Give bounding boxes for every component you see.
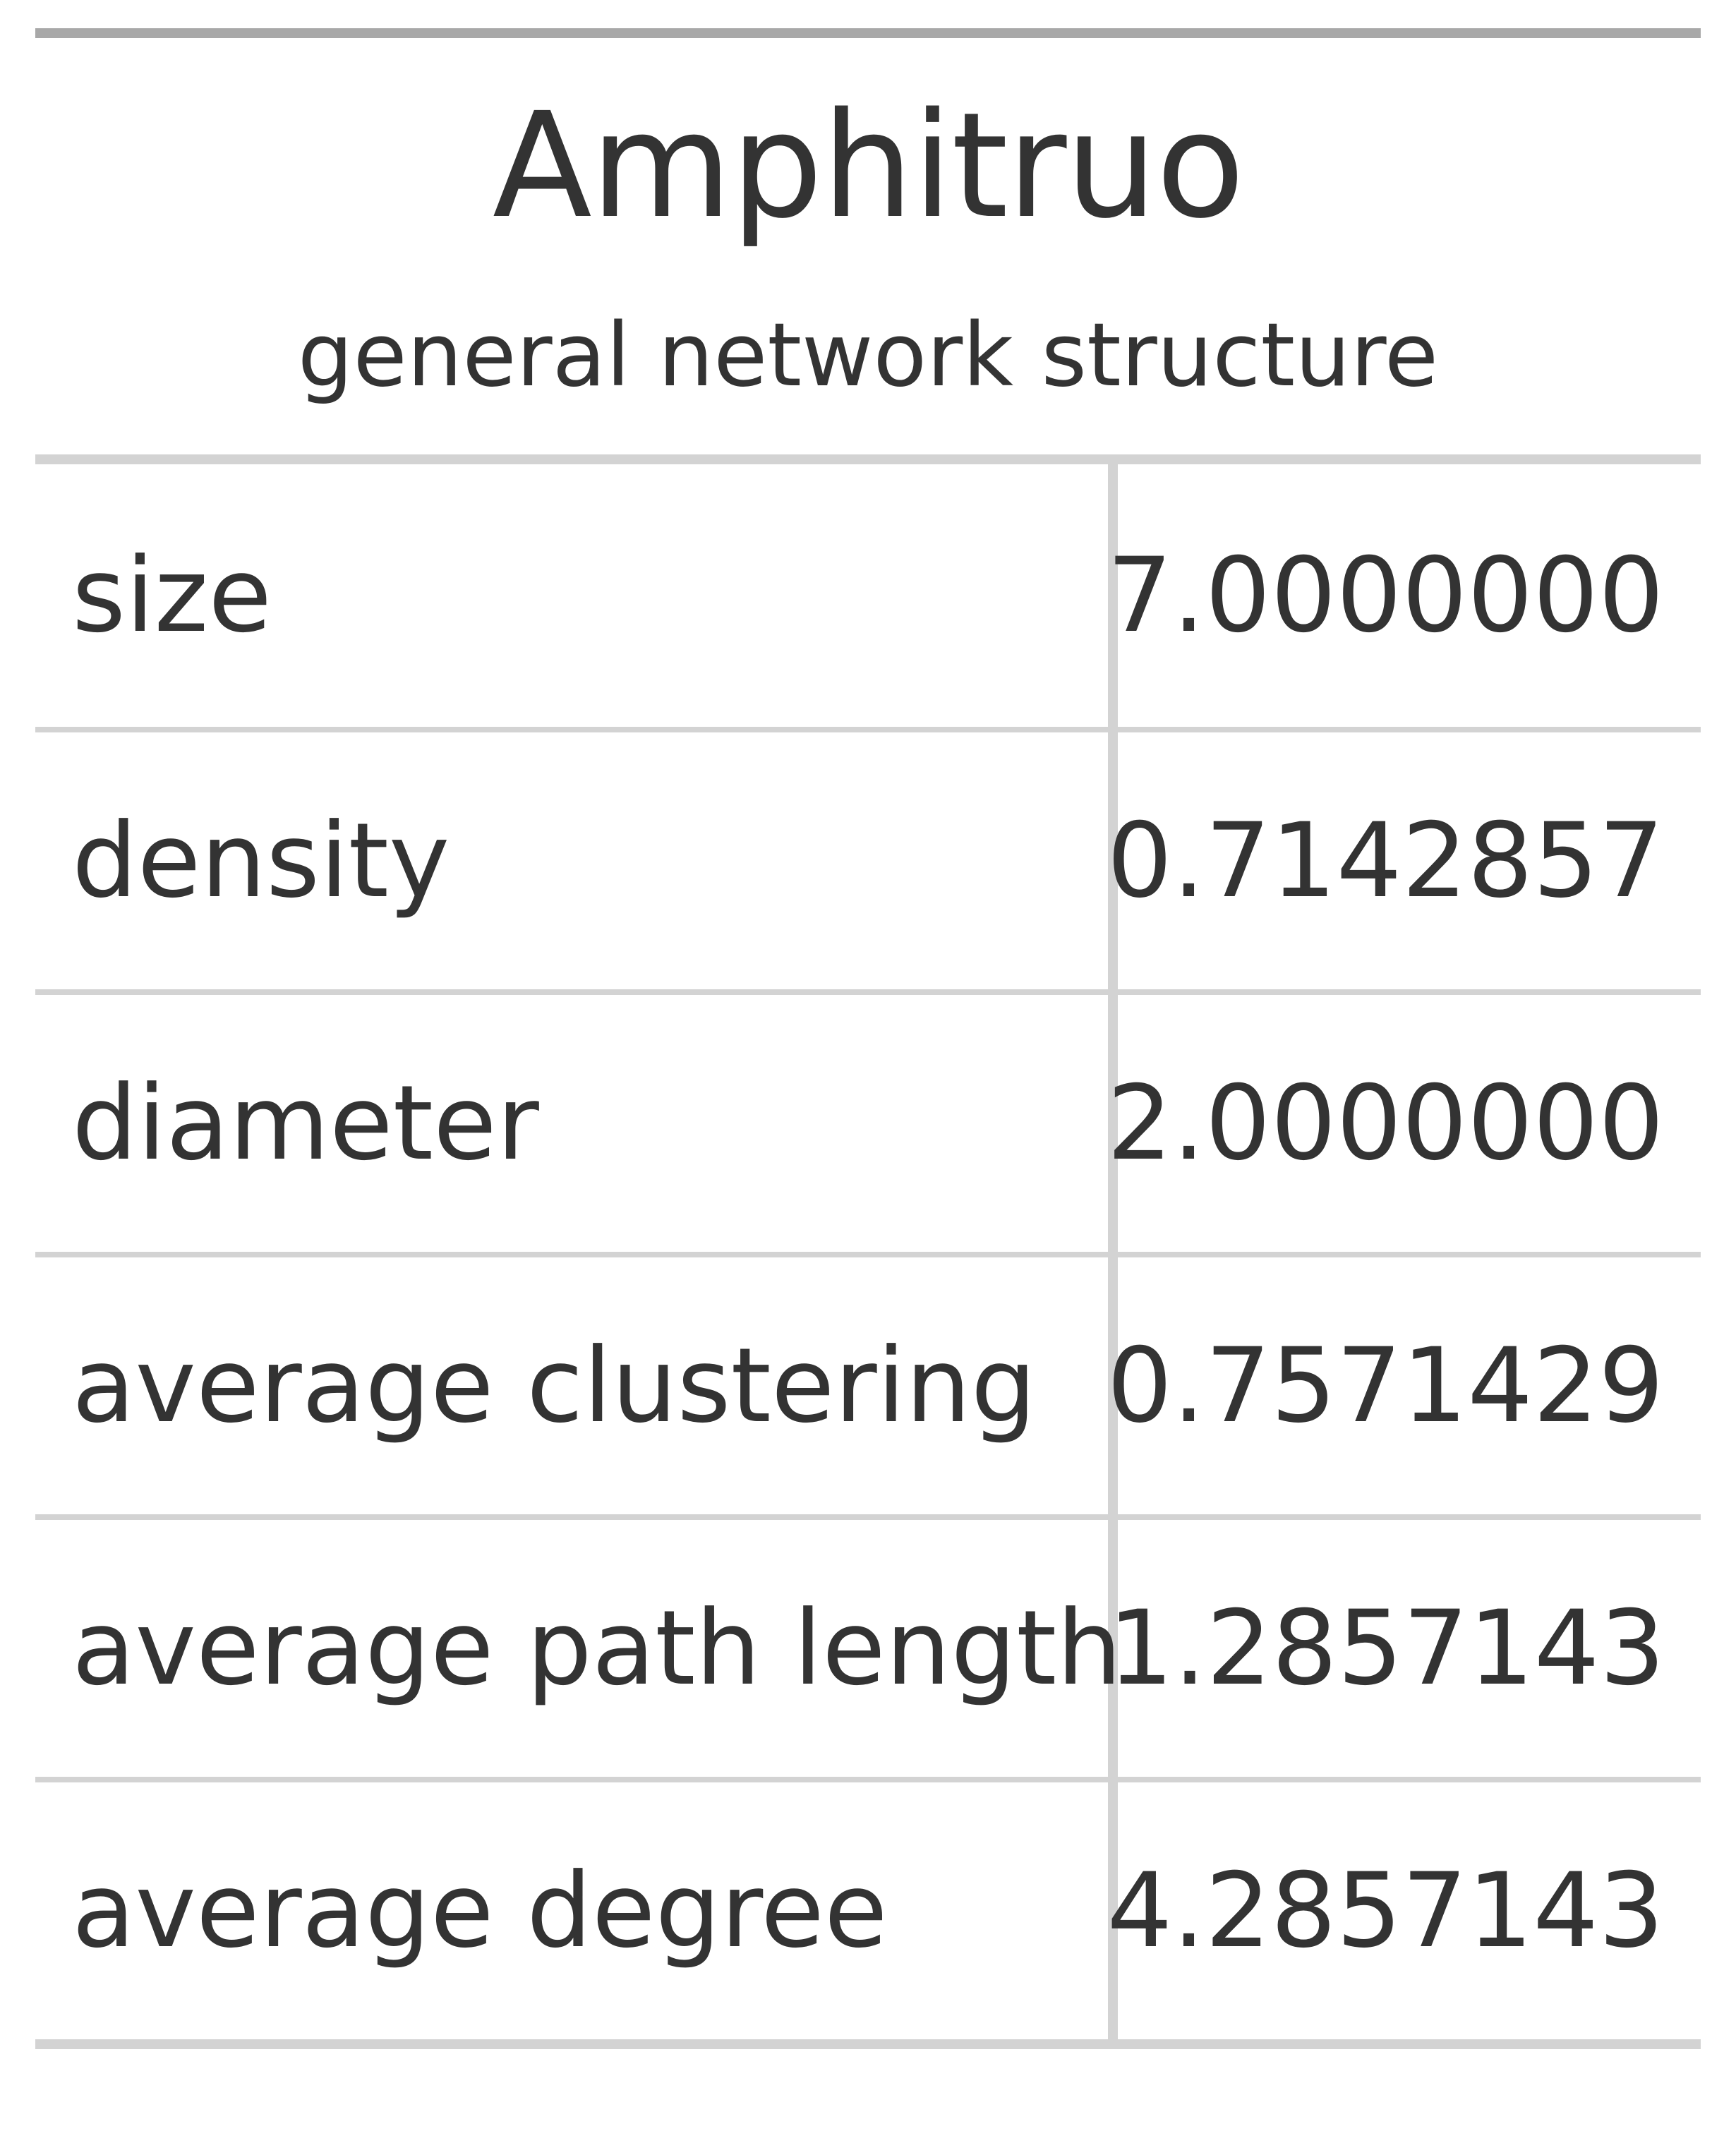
bottom-rule [35,2039,1701,2049]
table-row: average degree 4.2857143 [35,1777,1701,2039]
row-value: 2.0000000 [1107,1063,1664,1183]
row-value: 1.2857143 [1108,1588,1665,1708]
row-value: 4.2857143 [1107,1851,1664,1971]
table-row: size 7.0000000 [35,464,1701,727]
network-stats-table: Amphitruo general network structure size… [35,28,1701,2049]
table-row: average path length 1.2857143 [35,1514,1701,1777]
row-value: 0.7571429 [1107,1326,1664,1446]
table-row: diameter 2.0000000 [35,989,1701,1252]
top-rule [35,28,1701,38]
row-label: average degree [72,1851,888,1971]
row-label: average path length [72,1588,1122,1708]
row-value: 0.7142857 [1107,801,1664,921]
row-value: 7.0000000 [1107,536,1664,656]
heading-rule [35,454,1701,464]
table-subtitle: general network structure [297,305,1439,406]
table-row: average clustering 0.7571429 [35,1252,1701,1514]
row-label: size [72,536,272,656]
table-title-text: Amphitruo [492,81,1245,250]
row-label: diameter [72,1063,539,1183]
table-body: size 7.0000000 density 0.7142857 diamete… [35,464,1701,2039]
table-title: Amphitruo [35,38,1701,243]
row-label: average clustering [72,1326,1037,1446]
row-label: density [72,801,450,921]
table-row: density 0.7142857 [35,727,1701,989]
